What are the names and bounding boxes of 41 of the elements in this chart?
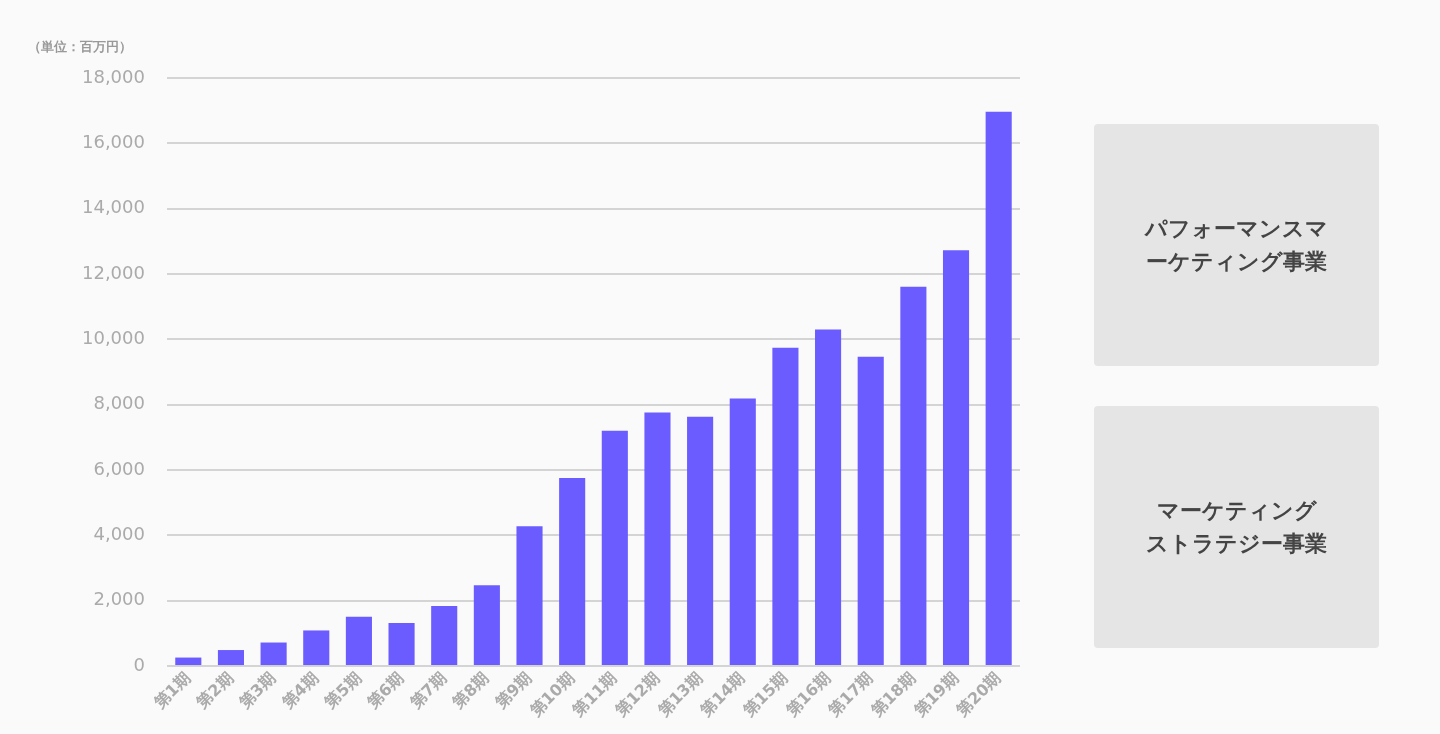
bar bbox=[601, 430, 628, 666]
x-tick-label: 第3期 bbox=[234, 668, 280, 713]
bar bbox=[900, 286, 927, 666]
bar bbox=[644, 412, 671, 666]
y-tick-label: 14,000 bbox=[82, 196, 145, 218]
bar bbox=[388, 622, 415, 666]
bar bbox=[729, 398, 756, 666]
bar bbox=[942, 250, 970, 666]
y-tick-label: 4,000 bbox=[93, 523, 145, 545]
x-tick-label: 第4期 bbox=[277, 668, 323, 713]
bar bbox=[815, 329, 842, 666]
bar bbox=[260, 642, 287, 666]
bar bbox=[217, 650, 245, 666]
y-axis-title: （単位：百万円） bbox=[28, 38, 132, 56]
y-tick-label: 0 bbox=[133, 653, 145, 675]
text-card: パフォーマンスマーケティング事業 bbox=[1094, 124, 1379, 366]
x-tick-label: 第2期 bbox=[192, 668, 237, 713]
x-tick-label: 第1期 bbox=[149, 668, 195, 713]
y-tick-label: 2,000 bbox=[93, 588, 145, 610]
y-tick-label: 8,000 bbox=[93, 392, 145, 414]
bar bbox=[687, 416, 714, 666]
bar bbox=[985, 111, 1012, 666]
bar bbox=[857, 356, 884, 666]
y-tick-label: 6,000 bbox=[93, 457, 145, 479]
y-tick-label: 18,000 bbox=[82, 65, 145, 87]
x-tick-label: 第6期 bbox=[362, 668, 408, 713]
y-tick-label: 12,000 bbox=[82, 261, 145, 283]
bar bbox=[175, 657, 202, 666]
bar bbox=[772, 347, 799, 666]
bar bbox=[473, 585, 500, 666]
bar bbox=[431, 605, 458, 666]
bar bbox=[345, 616, 372, 666]
y-tick-label: 10,000 bbox=[82, 327, 145, 349]
y-tick-label: 16,000 bbox=[82, 131, 145, 153]
bar bbox=[516, 526, 543, 666]
bar bbox=[559, 477, 586, 666]
bar bbox=[303, 630, 330, 666]
x-tick-label: 第8期 bbox=[447, 668, 493, 713]
x-tick-label: 第5期 bbox=[320, 668, 365, 713]
x-tick-label: 第7期 bbox=[405, 668, 450, 713]
text-card: マーケティングストラテジー事業 bbox=[1094, 406, 1379, 648]
